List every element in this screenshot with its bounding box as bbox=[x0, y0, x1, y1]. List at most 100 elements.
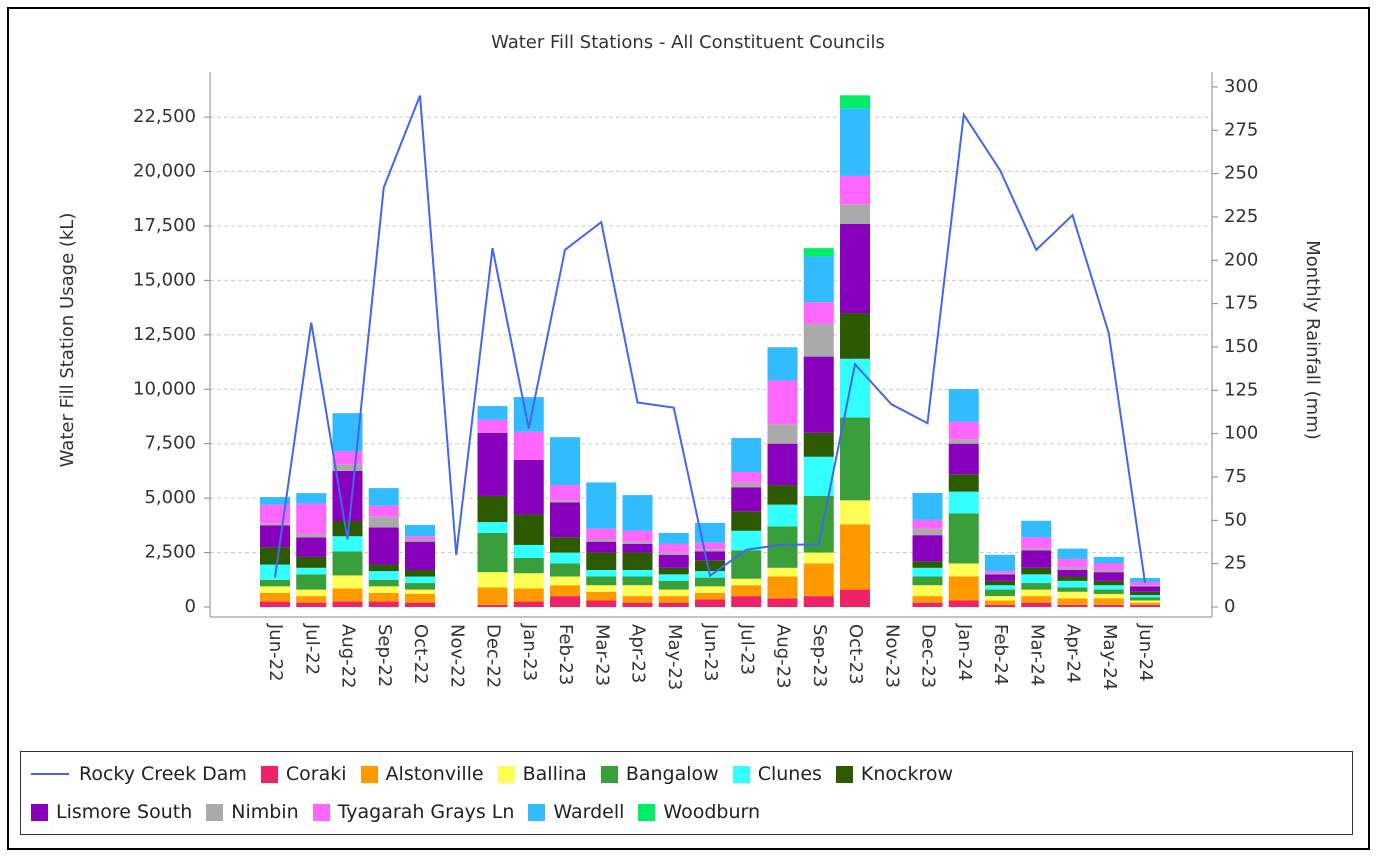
legend-label: Nimbin bbox=[231, 801, 299, 823]
bar-segment bbox=[803, 432, 834, 457]
bar-segment bbox=[985, 571, 1015, 574]
bar-segment bbox=[296, 493, 327, 504]
bar-segment bbox=[1093, 593, 1124, 599]
bar-segment bbox=[912, 561, 943, 568]
bar-segment bbox=[296, 589, 327, 597]
x-tick-label: Nov-23 bbox=[881, 624, 902, 688]
bar-segment bbox=[1021, 537, 1052, 549]
bar-segment bbox=[948, 474, 979, 492]
bar-segment bbox=[405, 569, 435, 577]
bar-segment bbox=[405, 524, 435, 537]
bar-segment bbox=[332, 575, 363, 589]
bar-segment bbox=[513, 558, 544, 574]
legend-item: Coraki bbox=[260, 757, 347, 791]
bar-segment bbox=[912, 602, 943, 607]
y2-tick-label: 125 bbox=[1224, 379, 1258, 400]
legend-item: Ballina bbox=[497, 757, 587, 791]
bar-segment bbox=[296, 534, 327, 538]
bar-segment bbox=[1021, 602, 1052, 607]
x-tick-label: Sep-22 bbox=[374, 624, 395, 687]
bar-segment bbox=[260, 592, 290, 602]
x-tick-label: Apr-23 bbox=[628, 624, 649, 683]
bar-segment bbox=[948, 389, 979, 422]
y-tick-label: 12,500 bbox=[133, 324, 196, 345]
bar-segment bbox=[622, 585, 653, 597]
bar-segment bbox=[550, 537, 580, 553]
bar-segment bbox=[658, 589, 689, 597]
y-tick-label: 20,000 bbox=[133, 161, 196, 182]
y2-tick-label: 150 bbox=[1224, 336, 1258, 357]
bar-segment bbox=[332, 464, 363, 471]
bar-segment bbox=[332, 588, 363, 602]
x-tick-label: Jan-23 bbox=[519, 623, 540, 681]
bar-segment bbox=[332, 536, 363, 552]
bar-segment bbox=[767, 576, 798, 599]
bar-segment bbox=[1093, 580, 1124, 586]
bar-segment bbox=[1130, 600, 1160, 603]
bar-segment bbox=[1130, 595, 1160, 598]
legend-swatch bbox=[206, 803, 224, 821]
bar-segment bbox=[550, 596, 580, 607]
bar-segment bbox=[260, 497, 290, 505]
legend-item: Tyagarah Grays Ln bbox=[312, 795, 515, 829]
bar-segment bbox=[477, 572, 508, 588]
y2-tick-label: 175 bbox=[1224, 293, 1258, 314]
x-tick-label: Feb-23 bbox=[555, 624, 576, 685]
bar-segment bbox=[912, 519, 943, 529]
bar-segment bbox=[985, 574, 1015, 581]
bar-segment bbox=[586, 541, 617, 553]
x-tick-label: Jul-23 bbox=[736, 623, 757, 675]
bar-segment bbox=[840, 108, 870, 176]
legend-swatch bbox=[31, 773, 69, 775]
bar-segment bbox=[332, 451, 363, 465]
bar-segment bbox=[368, 527, 399, 565]
bar-segment bbox=[731, 511, 762, 531]
bar-segment bbox=[948, 576, 979, 601]
bar-segment bbox=[622, 569, 653, 577]
bar-segment bbox=[1021, 596, 1052, 603]
x-tick-label: Apr-24 bbox=[1063, 624, 1084, 683]
bar-segment bbox=[622, 602, 653, 607]
legend-label: Knockrow bbox=[860, 763, 954, 785]
x-tick-label: Nov-22 bbox=[446, 624, 467, 688]
bar-segment bbox=[1130, 586, 1160, 592]
bar-segment bbox=[1130, 581, 1160, 586]
x-tick-label: Dec-22 bbox=[483, 624, 504, 688]
bar-segment bbox=[586, 576, 617, 586]
bar-segment bbox=[1093, 598, 1124, 605]
bar-segment bbox=[912, 596, 943, 603]
bar-segment bbox=[1057, 598, 1088, 605]
y-tick-label: 5,000 bbox=[144, 487, 196, 508]
bar-segment bbox=[1057, 567, 1088, 570]
bar-segment bbox=[477, 587, 508, 605]
bar-segment bbox=[405, 576, 435, 584]
bar-segment bbox=[405, 536, 435, 540]
bar-segment bbox=[658, 554, 689, 568]
bar-segment bbox=[368, 571, 399, 580]
bar-segment bbox=[695, 542, 725, 550]
y-tick-label: 7,500 bbox=[144, 433, 196, 454]
bar-segment bbox=[513, 431, 544, 461]
bar-segment bbox=[985, 554, 1015, 572]
bar-segment bbox=[767, 598, 798, 607]
bar-segment bbox=[840, 175, 870, 205]
bar-segment bbox=[840, 313, 870, 359]
legend-label: Lismore South bbox=[56, 801, 193, 823]
bar-segment bbox=[985, 600, 1015, 605]
bar-segment bbox=[1093, 563, 1124, 570]
legend-label: Tyagarah Grays Ln bbox=[337, 801, 515, 823]
grid bbox=[210, 116, 1212, 554]
y2-axis-label: Monthly Rainfall (mm) bbox=[1302, 240, 1323, 440]
bar-segment bbox=[731, 578, 762, 586]
bar-segment bbox=[912, 567, 943, 577]
legend-swatch bbox=[360, 765, 378, 783]
bar-segment bbox=[1093, 556, 1124, 564]
bar-segment bbox=[803, 256, 834, 303]
bar-segment bbox=[985, 573, 1015, 575]
bar-segment bbox=[948, 563, 979, 577]
legend-item: Woodburn bbox=[638, 795, 760, 829]
bar-segment bbox=[1057, 576, 1088, 581]
legend-swatch bbox=[638, 803, 656, 821]
x-tick-label: Mar-23 bbox=[591, 624, 612, 686]
